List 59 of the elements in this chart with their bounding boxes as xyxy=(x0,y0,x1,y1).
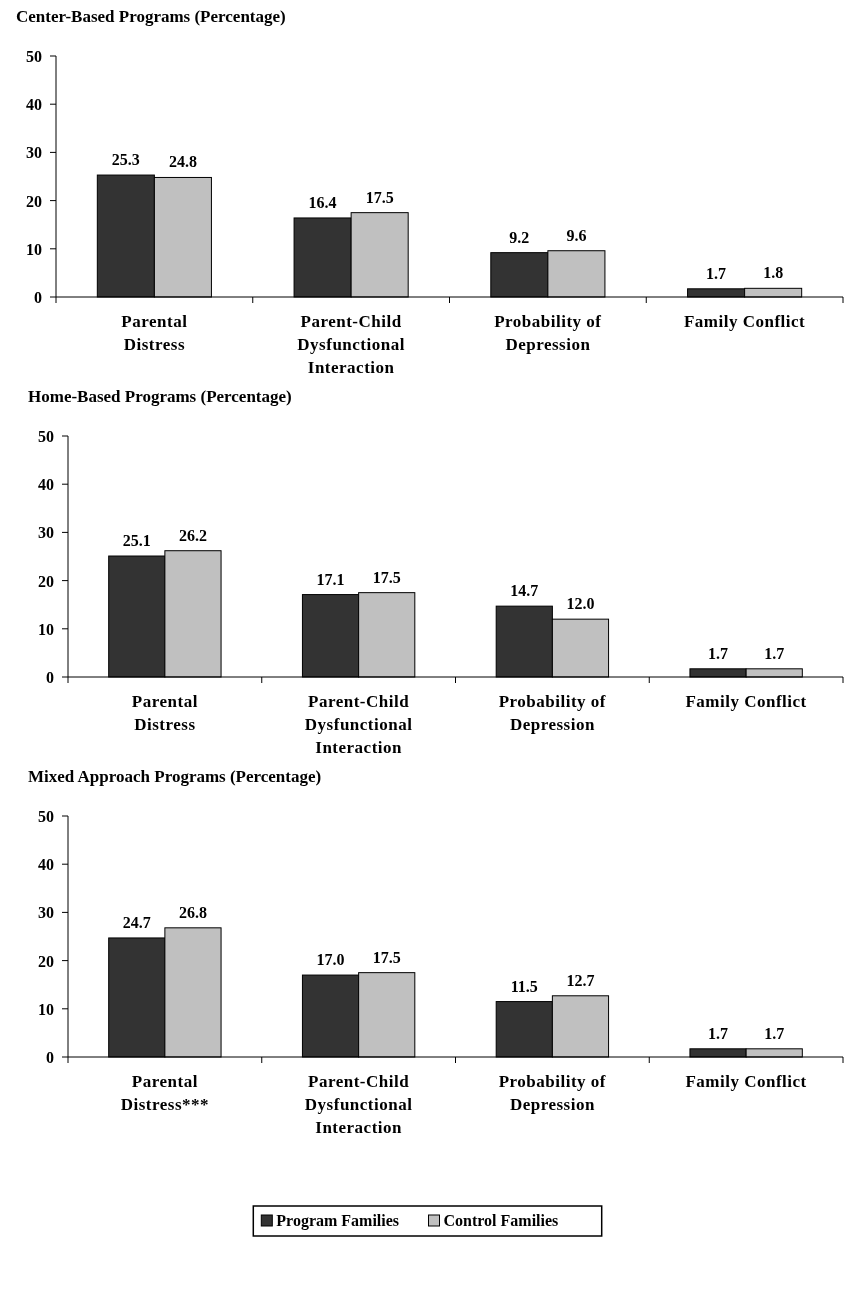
y-tick-label: 0 xyxy=(46,1049,54,1066)
x-tick-label: Family Conflict xyxy=(685,1072,807,1091)
data-label: 14.7 xyxy=(510,582,539,600)
data-label: 9.6 xyxy=(566,226,587,244)
legend-label: Control Families xyxy=(443,1212,559,1229)
y-tick-label: 10 xyxy=(38,1000,54,1018)
x-tick-label: Probability of Depression xyxy=(498,1072,607,1114)
data-label: 1.7 xyxy=(708,644,729,662)
x-tick-label: Parental Distress xyxy=(121,312,188,354)
y-tick-label: 40 xyxy=(26,96,42,114)
y-tick-label: 20 xyxy=(38,572,54,590)
data-label: 1.7 xyxy=(764,1024,785,1042)
y-tick-label: 50 xyxy=(38,428,54,445)
chart-title: Center-Based Programs (Percentage) xyxy=(16,7,286,26)
chart-title: Mixed Approach Programs (Percentage) xyxy=(28,767,322,786)
data-label: 1.7 xyxy=(764,644,785,662)
data-label: 17.0 xyxy=(316,951,345,969)
y-tick-label: 30 xyxy=(26,144,42,162)
data-label: 11.5 xyxy=(510,977,538,995)
y-tick-label: 10 xyxy=(26,240,42,258)
data-label: 17.1 xyxy=(316,570,345,588)
y-tick-label: 50 xyxy=(38,808,54,825)
data-label: 12.0 xyxy=(566,595,595,613)
x-tick-label: Parent-Child Dysfunctional Interaction xyxy=(304,692,413,757)
data-label: 1.7 xyxy=(708,1024,729,1042)
y-tick-label: 40 xyxy=(38,856,54,874)
x-tick-label: Family Conflict xyxy=(683,312,806,331)
y-tick-label: 0 xyxy=(46,669,54,686)
data-label: 1.8 xyxy=(763,264,784,282)
y-tick-label: 20 xyxy=(38,952,54,970)
data-label: 25.1 xyxy=(122,532,151,550)
x-tick-label: Parental Distress*** xyxy=(120,1072,210,1114)
x-tick-label: Family Conflict xyxy=(685,692,807,711)
x-tick-label: Parent-Child Dysfunctional Interaction xyxy=(297,312,405,377)
y-tick-label: 10 xyxy=(38,620,54,638)
y-tick-label: 20 xyxy=(26,192,42,210)
data-label: 24.8 xyxy=(168,153,197,171)
y-tick-label: 30 xyxy=(38,524,54,542)
data-label: 24.7 xyxy=(122,913,151,931)
y-tick-label: 50 xyxy=(26,48,42,65)
data-label: 25.3 xyxy=(111,151,140,169)
chart-title: Home-Based Programs (Percentage) xyxy=(28,387,292,406)
legend-label: Program Families xyxy=(276,1212,400,1230)
y-tick-label: 30 xyxy=(38,904,54,922)
y-tick-label: 40 xyxy=(38,476,54,494)
data-label: 16.4 xyxy=(308,193,337,211)
x-tick-label: Parental Distress xyxy=(131,692,198,734)
data-label: 26.2 xyxy=(178,526,207,544)
data-label: 1.7 xyxy=(706,264,727,282)
data-label: 12.7 xyxy=(566,971,595,989)
y-tick-label: 0 xyxy=(34,289,42,306)
data-label: 17.5 xyxy=(372,568,401,586)
x-tick-label: Probability of Depression xyxy=(494,312,602,354)
x-tick-label: Probability of Depression xyxy=(498,692,607,734)
data-label: 17.5 xyxy=(365,188,394,206)
data-label: 26.8 xyxy=(178,903,207,921)
x-tick-label: Parent-Child Dysfunctional Interaction xyxy=(304,1072,413,1137)
data-label: 17.5 xyxy=(372,948,401,966)
data-label: 9.2 xyxy=(509,228,530,246)
